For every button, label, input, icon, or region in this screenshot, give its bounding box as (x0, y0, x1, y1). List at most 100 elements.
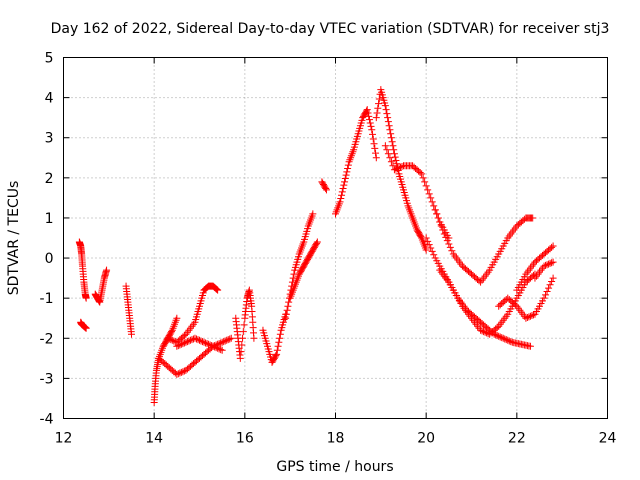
data-point (372, 114, 380, 122)
data-point (502, 336, 510, 344)
data-point (215, 340, 223, 348)
data-point (421, 178, 429, 186)
data-point (366, 116, 373, 124)
data-point (313, 239, 321, 247)
data-point (338, 188, 346, 196)
data-point (223, 336, 231, 344)
data-point (388, 138, 396, 146)
data-point (540, 294, 548, 302)
series-s15 (372, 86, 430, 254)
data-point (176, 341, 184, 349)
data-point (173, 314, 181, 322)
series-s14 (332, 106, 380, 218)
data-point (395, 164, 403, 172)
data-point (344, 164, 352, 172)
data-point (128, 330, 135, 338)
data-point (496, 333, 504, 341)
data-point (390, 150, 398, 158)
data-point (529, 311, 537, 319)
data-point (214, 340, 222, 348)
data-point (227, 334, 235, 342)
y-tick-label: 2 (45, 171, 54, 187)
x-axis: 12 14 16 18 20 22 24 (55, 57, 616, 447)
data-point (546, 259, 554, 267)
data-point (478, 327, 486, 335)
data-point (167, 336, 175, 344)
data-point (217, 346, 225, 354)
data-point (427, 194, 435, 202)
data-point (424, 186, 432, 194)
y-axis: -4 -3 -2 -1 0 1 2 3 4 5 (40, 51, 608, 428)
y-axis-title: SDTVAR / TECUs (6, 181, 22, 296)
data-point (103, 266, 111, 274)
chart-title: Day 162 of 2022, Sidereal Day-to-day VTE… (51, 21, 610, 37)
x-tick-label: 22 (508, 431, 526, 447)
data-point (276, 330, 284, 338)
data-point (481, 328, 489, 336)
data-point (387, 134, 395, 142)
data-point (179, 340, 187, 348)
data-point (442, 233, 450, 241)
data-point (549, 242, 557, 250)
data-point (448, 247, 456, 255)
data-point (542, 261, 550, 269)
data-point (186, 336, 194, 344)
data-point (381, 142, 389, 150)
data-point (282, 314, 290, 322)
data-point (164, 334, 172, 342)
data-point (200, 338, 208, 346)
data-point (499, 334, 507, 342)
data-point (197, 337, 205, 345)
data-point (174, 370, 182, 378)
data-point (419, 174, 427, 182)
data-point (272, 352, 280, 360)
data-point (185, 337, 193, 345)
data-point (276, 334, 284, 342)
data-point (369, 135, 377, 143)
data-point (389, 162, 397, 170)
data-point (274, 342, 282, 350)
data-point (381, 102, 389, 110)
data-point (391, 153, 399, 161)
series-s8 (173, 334, 235, 350)
data-point (220, 338, 228, 346)
grid-lines (63, 57, 608, 419)
data-point (168, 336, 176, 344)
data-point (422, 234, 430, 242)
data-point (424, 237, 432, 245)
data-point (239, 334, 247, 342)
data-point (443, 237, 451, 245)
data-point (446, 243, 454, 251)
data-point (431, 206, 439, 214)
data-point (369, 130, 377, 138)
data-point (177, 340, 185, 348)
data-point (171, 338, 179, 346)
data-point (211, 342, 219, 350)
data-point (393, 164, 401, 172)
data-point (212, 341, 220, 349)
data-point (313, 238, 321, 246)
data-point (418, 170, 426, 178)
data-point (525, 313, 533, 321)
data-point (511, 301, 519, 309)
series-s1 (75, 238, 90, 302)
data-point (205, 340, 213, 348)
x-tick-label: 12 (55, 431, 73, 447)
series-s19 (436, 266, 534, 350)
data-point (390, 146, 398, 154)
data-point (549, 258, 557, 266)
data-point (176, 369, 184, 377)
data-point (371, 144, 379, 152)
data-point (218, 346, 226, 354)
data-point (338, 191, 346, 199)
data-point (523, 314, 531, 322)
data-point (179, 368, 187, 376)
data-point (373, 109, 381, 117)
data-point (528, 312, 536, 320)
data-point (282, 310, 290, 318)
y-tick-label: 3 (45, 131, 54, 147)
data-point (386, 154, 394, 162)
data-point (526, 342, 534, 350)
data-point (384, 114, 392, 122)
